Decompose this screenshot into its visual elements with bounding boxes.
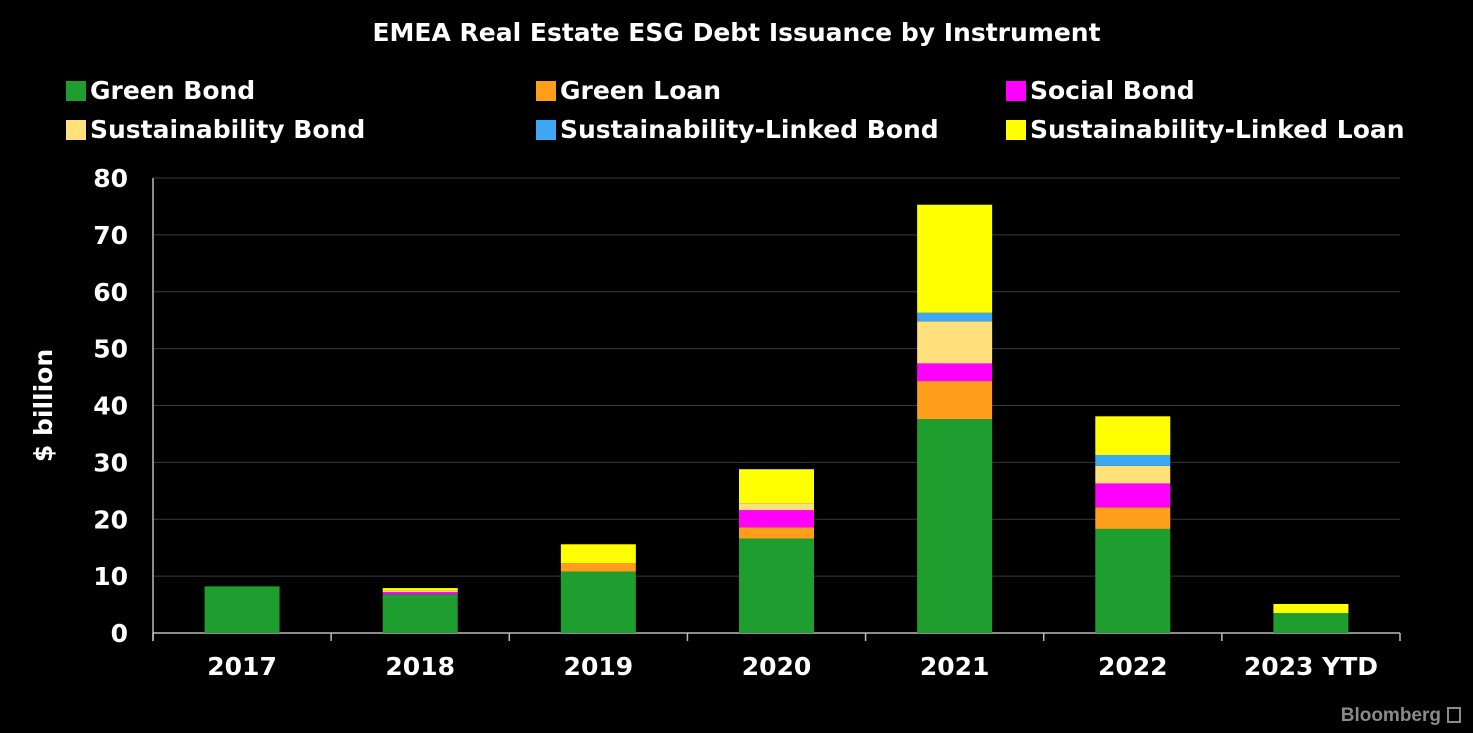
- bar-segment-social-bond: [739, 510, 814, 528]
- bar-segment-green-bond: [1095, 528, 1171, 633]
- legend-label: Sustainability Bond: [90, 115, 366, 144]
- y-tick-label: 10: [93, 562, 128, 591]
- x-tick-label: 2021: [920, 652, 990, 681]
- y-tick-label: 50: [93, 335, 128, 364]
- legend-item-sustainability-bond[interactable]: Sustainability Bond: [66, 115, 365, 144]
- y-tick-label: 60: [93, 278, 128, 307]
- bar-segment-sustainability-bond: [917, 321, 993, 364]
- y-axis-label: $ billion: [29, 349, 58, 462]
- bar-segment-green-loan: [1095, 507, 1171, 529]
- bar-segment-green-loan: [739, 527, 814, 539]
- y-tick-label: 80: [93, 164, 128, 193]
- legend-label: Sustainability-Linked Bond: [560, 115, 939, 144]
- bar-segment-sustainability-linked-bond: [1095, 454, 1171, 466]
- legend-item-social-bond[interactable]: Social Bond: [1006, 76, 1195, 105]
- bar-segment-sustainability-bond: [1095, 465, 1171, 484]
- bar-segment-sustainability-linked-loan: [560, 544, 636, 564]
- legend-item-sustainability-linked-bond[interactable]: Sustainability-Linked Bond: [536, 115, 939, 144]
- bar-segment-sustainability-bond: [382, 590, 458, 593]
- bar-segment-green-bond: [739, 538, 814, 633]
- y-tick-label: 30: [93, 448, 128, 477]
- legend-label: Social Bond: [1030, 76, 1195, 105]
- x-tick-label: 2020: [742, 652, 812, 681]
- bar-segment-green-loan: [560, 563, 636, 572]
- bar-segment-social-bond: [917, 363, 993, 382]
- bar-segment-sustainability-linked-loan: [1273, 603, 1349, 614]
- bar-segment-green-bond: [204, 586, 280, 633]
- chart-title: EMEA Real Estate ESG Debt Issuance by In…: [372, 18, 1101, 47]
- y-tick-label: 40: [93, 392, 128, 421]
- bar-segment-green-loan: [917, 381, 993, 420]
- legend-item-green-loan[interactable]: Green Loan: [536, 76, 721, 105]
- legend-swatch: [1006, 119, 1026, 140]
- legend-label: Green Loan: [560, 76, 722, 105]
- bloomberg-logo-icon: [1447, 707, 1461, 723]
- legend-swatch: [1006, 80, 1026, 101]
- bar-segment-sustainability-linked-loan: [739, 469, 814, 504]
- bar-segment-green-bond: [1273, 613, 1349, 633]
- x-tick-label: 2019: [564, 652, 634, 681]
- y-tick-label: 20: [93, 505, 128, 534]
- legend-swatch: [66, 80, 86, 101]
- bar-segment-green-bond: [917, 419, 993, 633]
- legend-swatch: [66, 119, 86, 140]
- x-tick-label: 2018: [385, 652, 455, 681]
- y-tick-label: 0: [111, 619, 128, 648]
- bar-segment-social-bond: [1095, 483, 1171, 508]
- x-tick-label: 2023 YTD: [1244, 652, 1378, 681]
- legend-swatch: [536, 119, 556, 140]
- legend-swatch: [536, 80, 556, 101]
- bar-segment-sustainability-linked-loan: [382, 588, 458, 591]
- y-tick-label: 70: [93, 221, 128, 250]
- x-tick-label: 2017: [207, 652, 277, 681]
- legend-item-green-bond[interactable]: Green Bond: [66, 76, 255, 105]
- bar-segment-sustainability-linked-loan: [917, 204, 993, 313]
- legend-label: Green Bond: [90, 76, 256, 105]
- bar-segment-sustainability-linked-loan: [1095, 416, 1171, 455]
- x-tick-label: 2022: [1098, 652, 1168, 681]
- legend-item-sustainability-linked-loan[interactable]: Sustainability-Linked Loan: [1006, 115, 1405, 144]
- bar-segment-green-bond: [382, 594, 458, 633]
- bar-segment-social-bond: [382, 592, 458, 595]
- bar-segment-sustainability-bond: [739, 503, 814, 511]
- bloomberg-watermark: Bloomberg: [1341, 705, 1461, 727]
- bar-segment-green-bond: [560, 571, 636, 633]
- bar-segment-sustainability-linked-bond: [917, 312, 993, 322]
- legend-label: Sustainability-Linked Loan: [1030, 115, 1405, 144]
